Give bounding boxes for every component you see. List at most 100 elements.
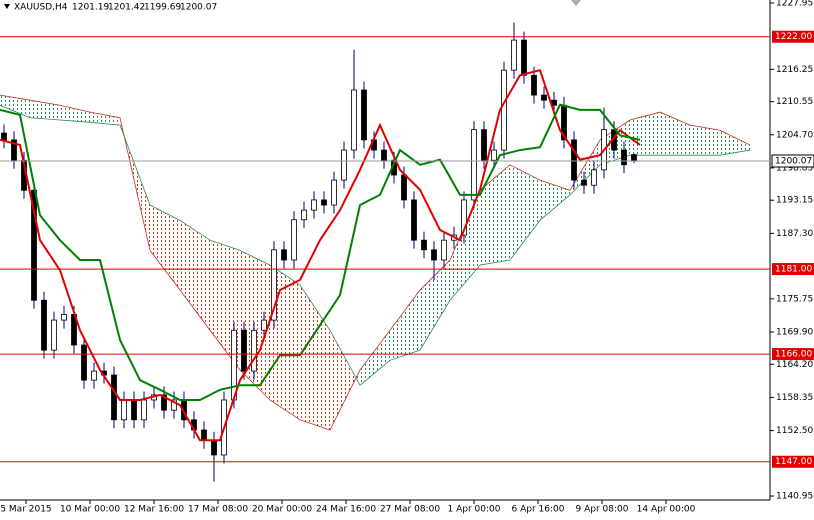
candle-body — [161, 394, 167, 411]
cloud-segment — [60, 105, 90, 123]
y-tick-label: 1169.90 — [776, 327, 813, 337]
x-tick-label: 5 Mar 2015 — [0, 505, 51, 515]
cloud-segment — [570, 139, 600, 195]
candle-body — [291, 219, 297, 261]
candle-body — [581, 179, 587, 186]
candle-body — [461, 199, 467, 236]
candle-body — [501, 69, 507, 151]
symbol: XAUUSD,H4 — [14, 3, 68, 13]
candle-body — [591, 169, 597, 186]
chart-shift-marker — [571, 0, 581, 6]
cloud-segment — [0, 95, 30, 118]
y-tick-label: 1210.55 — [776, 97, 813, 107]
candle-body — [351, 89, 357, 151]
candle-body — [491, 149, 497, 161]
candle-body — [361, 89, 367, 141]
x-tick-label: 1 Apr 00:00 — [448, 505, 501, 515]
y-tick-label: 1158.35 — [776, 393, 813, 403]
candle-body — [281, 249, 287, 261]
candle-body — [31, 189, 37, 301]
candle-body — [631, 154, 637, 162]
y-tick-label: 1187.30 — [776, 229, 813, 239]
cloud-segment — [390, 290, 420, 361]
candle-body — [311, 199, 317, 211]
candle-body — [301, 209, 307, 221]
candle-body — [11, 139, 17, 161]
y-tick-label: 1204.70 — [776, 130, 813, 140]
candle-body — [41, 299, 47, 351]
cloud-segment — [510, 164, 540, 261]
candle-body — [441, 239, 447, 261]
x-tick-label: 14 Apr 00:00 — [637, 505, 696, 515]
menu-arrow[interactable] — [4, 4, 10, 9]
y-tick-label: 1193.15 — [776, 196, 813, 206]
candle-body — [481, 129, 487, 161]
candle-body — [471, 129, 477, 201]
candle-body — [541, 94, 547, 101]
price-label: 1200.07 — [775, 156, 812, 166]
candle-body — [61, 314, 67, 321]
x-tick-label: 6 Apr 16:00 — [512, 505, 565, 515]
candle-body — [261, 319, 267, 331]
candle-body — [511, 39, 517, 71]
y-tick-label: 1164.20 — [776, 360, 813, 370]
tenkan-sen — [0, 68, 641, 442]
cloud-segment — [690, 125, 720, 156]
x-tick-label: 20 Mar 00:00 — [252, 505, 312, 515]
candle-body — [231, 329, 237, 401]
cloud-segment — [180, 220, 210, 331]
x-tick-label: 17 Mar 08:00 — [188, 505, 248, 515]
x-tick-label: 24 Mar 16:00 — [316, 505, 376, 515]
cloud-segment — [30, 100, 60, 121]
cloud-segment — [240, 250, 270, 400]
level-label: 1181.00 — [775, 265, 812, 275]
level-label: 1166.00 — [775, 350, 812, 360]
y-tick-label: 1216.25 — [776, 65, 813, 75]
candle-body — [421, 239, 427, 251]
x-tick-label: 9 Apr 08:00 — [576, 505, 629, 515]
candle-body — [331, 179, 337, 206]
cloud-segment — [90, 112, 120, 126]
candle-body — [341, 149, 347, 181]
kijun-sen — [0, 103, 641, 401]
y-tick-label: 1175.75 — [776, 294, 813, 304]
level-label-box — [772, 263, 814, 276]
candle-body — [121, 399, 127, 421]
candle-body — [1, 132, 7, 141]
candle-body — [381, 149, 387, 161]
header-close: 1200.07 — [180, 3, 217, 13]
cloud-segment — [480, 164, 510, 266]
senkou-span-a — [0, 94, 751, 431]
candle-body — [411, 199, 417, 241]
candle-body — [81, 344, 87, 381]
candle-body — [571, 139, 577, 181]
cloud-segment — [450, 190, 480, 301]
candle-body — [271, 249, 277, 321]
x-tick-label: 10 Mar 00:00 — [60, 505, 120, 515]
candle-body — [51, 319, 57, 351]
level-label-box — [772, 455, 814, 468]
candle-body — [241, 329, 247, 372]
candle-body — [171, 399, 177, 411]
x-tick-label: 27 Mar 08:00 — [380, 505, 440, 515]
level-label-box — [772, 348, 814, 361]
candle-body — [431, 249, 437, 261]
level-label-box — [772, 30, 814, 43]
cloud-segment — [540, 180, 570, 221]
y-tick-label: 1198.85 — [776, 163, 813, 173]
candle-body — [141, 399, 147, 421]
candle-body — [521, 39, 527, 76]
candle-body — [201, 429, 207, 441]
level-label: 1147.00 — [775, 457, 812, 467]
candle-body — [131, 399, 137, 421]
y-tick-label: 1227.95 — [776, 0, 813, 9]
plot-area — [0, 22, 751, 482]
candle-body — [401, 174, 407, 201]
y-tick-label: 1140.95 — [776, 492, 813, 502]
cloud-segment — [630, 112, 660, 156]
header-open: 1201.19 — [72, 3, 109, 13]
cloud-segment — [360, 330, 390, 386]
candle-body — [621, 149, 627, 166]
candle-body — [91, 370, 97, 381]
